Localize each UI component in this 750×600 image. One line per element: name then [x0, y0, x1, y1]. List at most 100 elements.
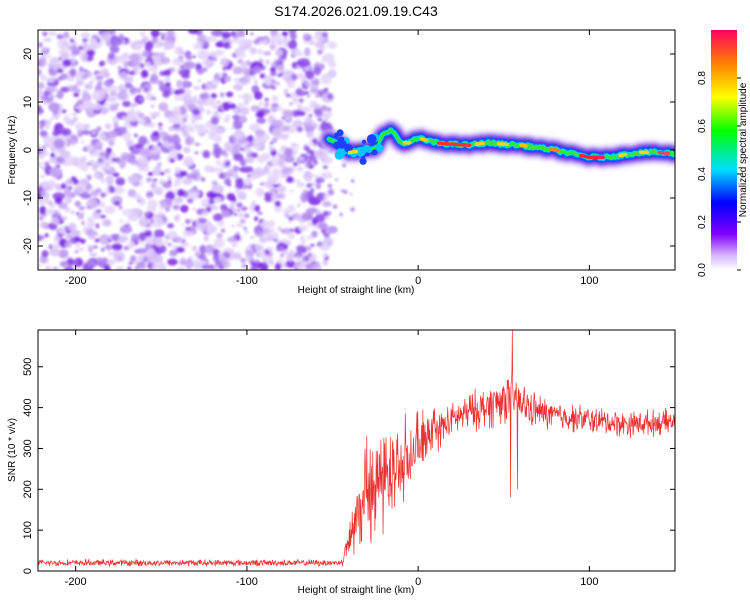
noise-speck [44, 119, 52, 126]
noise-speck [259, 237, 268, 244]
colorbar-tick-label: 0.8 [697, 71, 708, 85]
noise-speck [172, 57, 185, 66]
noise-speck [148, 67, 154, 72]
noise-speck [257, 48, 264, 55]
noise-speck [113, 251, 125, 263]
noise-speck [45, 161, 50, 167]
noise-speck [301, 78, 307, 83]
noise-speck [167, 223, 174, 229]
noise-speck [300, 192, 308, 203]
noise-speck [247, 135, 254, 143]
noise-speck [167, 115, 179, 124]
noise-speck [249, 236, 255, 239]
noise-speck [237, 212, 244, 218]
noise-speck [253, 91, 263, 100]
noise-speck [296, 265, 304, 270]
noise-speck [159, 200, 163, 205]
noise-speck [172, 204, 180, 211]
noise-speck [74, 236, 81, 243]
noise-speck [86, 184, 93, 190]
noise-speck [138, 217, 149, 228]
noise-speck [254, 80, 258, 85]
colorbar-tick-label: 0.4 [697, 167, 708, 181]
noise-speck [260, 220, 271, 230]
noise-speck [322, 252, 329, 258]
noise-speck [239, 77, 244, 82]
noise-speck [233, 153, 244, 162]
noise-speck [289, 248, 294, 254]
noise-speck [138, 117, 147, 126]
noise-speck [80, 140, 85, 144]
noise-speck [191, 245, 198, 251]
noise-speck [198, 217, 208, 224]
snr-panel: -200 -100 0 100 0 100 200 300 400 500 Height of … [7, 329, 676, 596]
noise-speck [94, 150, 101, 156]
noise-speck [223, 171, 233, 179]
y-tick-label: 0 [22, 147, 34, 153]
noise-speck [58, 202, 68, 210]
noise-speck [209, 51, 217, 58]
noise-speck [292, 98, 299, 104]
noise-speck [313, 103, 322, 110]
noise-speck [277, 158, 285, 166]
noise-speck [104, 123, 112, 130]
noise-speck [201, 211, 208, 216]
noise-speck [118, 205, 123, 210]
noise-speck [165, 81, 171, 87]
noise-speck [211, 267, 215, 270]
noise-speck [128, 261, 133, 265]
noise-speck [50, 216, 61, 225]
noise-speck [157, 127, 163, 131]
noise-speck [155, 244, 167, 254]
ridge-peak [436, 141, 472, 147]
noise-speck [55, 63, 61, 68]
noise-speck [214, 196, 222, 204]
noise-speck [176, 266, 187, 270]
noise-speck [111, 243, 123, 251]
noise-speck [267, 228, 275, 235]
noise-speck [92, 103, 102, 111]
noise-speck [78, 46, 84, 51]
noise-speck [49, 248, 61, 257]
noise-speck [140, 31, 146, 37]
noise-speck [241, 263, 247, 268]
noise-speck [38, 82, 45, 90]
noise-speck [233, 213, 238, 216]
noise-speck [157, 122, 163, 127]
noise-speck [42, 53, 51, 59]
noise-speck [287, 171, 294, 175]
noise-speck [322, 165, 329, 170]
noise-speck [322, 258, 328, 266]
noise-speck [174, 96, 179, 101]
noise-speck [270, 66, 277, 73]
noise-speck [79, 247, 84, 251]
noise-speck [126, 111, 139, 122]
noise-speck [223, 75, 231, 83]
noise-speck [81, 42, 89, 52]
colorbar-tick-label: 0.2 [697, 215, 708, 229]
noise-speck [304, 116, 313, 126]
noise-speck [253, 142, 262, 150]
x-tick-label: 100 [580, 576, 598, 588]
noise-speck [91, 131, 97, 135]
noise-speck [235, 49, 247, 58]
x-tick-label: 100 [580, 275, 598, 287]
noise-speck [96, 39, 101, 43]
noise-speck [144, 211, 150, 217]
noise-speck [163, 39, 175, 50]
noise-speck [43, 101, 48, 106]
noise-speck [75, 79, 84, 87]
spectrogram-x-ticks: -200 -100 0 100 [65, 30, 599, 287]
noise-speck [84, 190, 89, 194]
noise-speck [259, 182, 265, 186]
noise-speck [270, 71, 277, 77]
noise-speck [233, 144, 242, 153]
noise-speck [59, 73, 69, 80]
noise-speck [198, 94, 206, 99]
noise-speck [117, 66, 122, 71]
noise-speck [173, 197, 184, 204]
noise-speck [64, 266, 75, 270]
noise-speck [40, 51, 44, 56]
noise-speck [146, 177, 152, 183]
noise-speck [70, 74, 76, 77]
